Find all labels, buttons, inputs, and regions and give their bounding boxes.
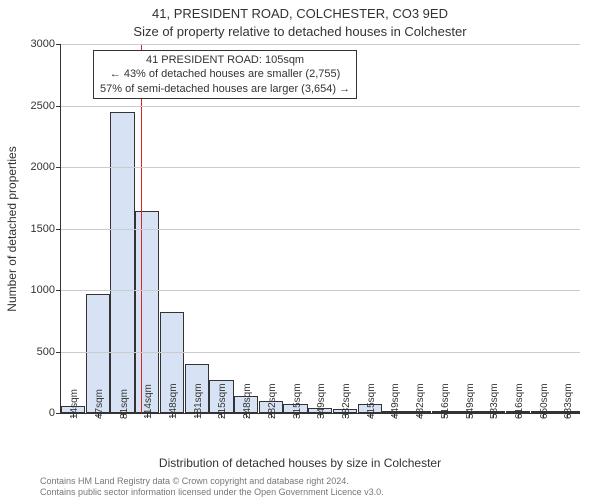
ytick-label: 2000	[31, 161, 61, 173]
gridline	[61, 290, 580, 291]
chart-subtitle: Size of property relative to detached ho…	[0, 24, 600, 39]
xtick-label: 616sqm	[514, 383, 525, 419]
ytick-label: 3000	[31, 38, 61, 50]
xtick-label: 650sqm	[539, 383, 550, 419]
xtick-label: 315sqm	[292, 383, 303, 419]
xtick-label: 516sqm	[440, 383, 451, 419]
gridline	[61, 106, 580, 107]
xtick-label: 683sqm	[563, 383, 574, 419]
xtick-label: 349sqm	[316, 383, 327, 419]
xtick-label: 415sqm	[366, 383, 377, 419]
ytick-label: 0	[49, 407, 61, 419]
ytick-label: 2500	[31, 100, 61, 112]
annotation-line1: 41 PRESIDENT ROAD: 105sqm	[100, 53, 350, 67]
xtick-label: 482sqm	[415, 383, 426, 419]
xtick-label: 549sqm	[465, 383, 476, 419]
annotation-line2: ← 43% of detached houses are smaller (2,…	[100, 67, 350, 81]
x-axis-label: Distribution of detached houses by size …	[0, 456, 600, 470]
xtick-label: 282sqm	[267, 383, 278, 419]
annotation-line3: 57% of semi-detached houses are larger (…	[100, 82, 350, 96]
chart-title-address: 41, PRESIDENT ROAD, COLCHESTER, CO3 9ED	[0, 6, 600, 21]
gridline	[61, 167, 580, 168]
ytick-label: 500	[37, 346, 61, 358]
xtick-label: 583sqm	[489, 383, 500, 419]
xtick-label: 14sqm	[69, 389, 80, 419]
xtick-label: 449sqm	[390, 383, 401, 419]
footer-line2: Contains public sector information licen…	[40, 487, 384, 498]
xtick-label: 148sqm	[168, 383, 179, 419]
xtick-label: 114sqm	[143, 384, 154, 419]
xtick-label: 181sqm	[193, 383, 204, 419]
gridline	[61, 44, 580, 45]
gridline	[61, 229, 580, 230]
footer-line1: Contains HM Land Registry data © Crown c…	[40, 476, 384, 487]
annotation-box: 41 PRESIDENT ROAD: 105sqm ← 43% of detac…	[93, 50, 357, 99]
chart-container: 41, PRESIDENT ROAD, COLCHESTER, CO3 9ED …	[0, 0, 600, 500]
gridline	[61, 352, 580, 353]
xtick-label: 248sqm	[242, 383, 253, 419]
y-axis-label: Number of detached properties	[5, 146, 19, 311]
footer-attribution: Contains HM Land Registry data © Crown c…	[40, 476, 384, 499]
histogram-bar	[135, 211, 159, 413]
ytick-label: 1500	[31, 223, 61, 235]
plot-area: 41 PRESIDENT ROAD: 105sqm ← 43% of detac…	[60, 44, 580, 414]
xtick-label: 382sqm	[341, 383, 352, 419]
ytick-label: 1000	[31, 284, 61, 296]
xtick-label: 215sqm	[217, 383, 228, 419]
histogram-bar	[110, 112, 134, 413]
xtick-label: 81sqm	[119, 389, 130, 419]
xtick-label: 47sqm	[94, 389, 105, 419]
